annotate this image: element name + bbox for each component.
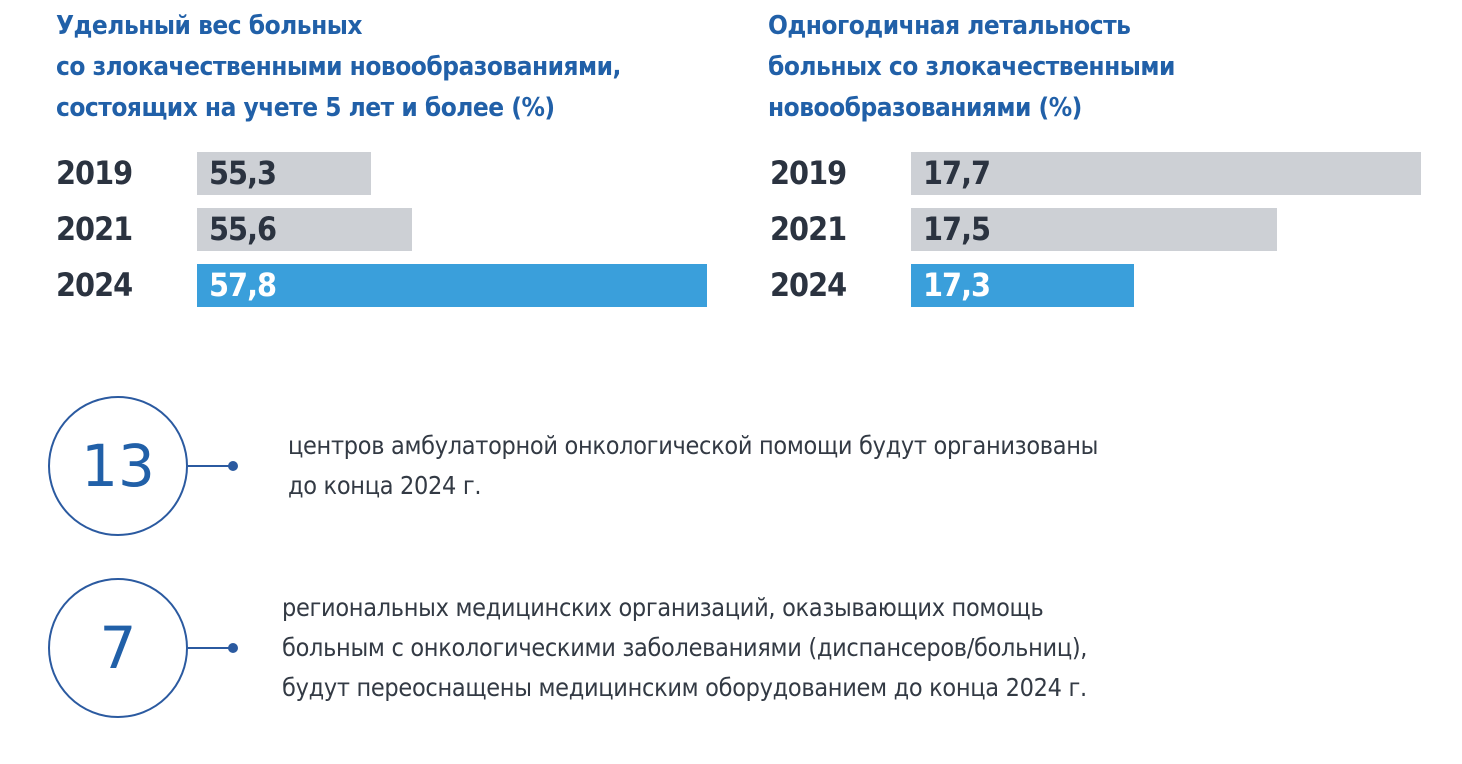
number-circle: 13: [48, 396, 188, 536]
bar: 17,3: [911, 264, 1134, 307]
chart-title: Одногодичная летальность больных со злок…: [768, 11, 1175, 123]
category-label: 2019: [770, 154, 847, 192]
category-label: 2021: [56, 210, 133, 248]
data-label: 17,7: [923, 154, 991, 192]
bar: 55,6: [197, 208, 412, 251]
connector-line: [188, 465, 232, 467]
connector-dot: [228, 461, 238, 471]
data-label: 17,3: [923, 266, 991, 304]
chart-left: Удельный вес больных со злокачественными…: [56, 6, 621, 129]
bar: 17,7: [911, 152, 1421, 195]
connector-dot: [228, 643, 238, 653]
bar: 17,5: [911, 208, 1277, 251]
chart-title: Удельный вес больных со злокачественными…: [56, 11, 621, 123]
data-label: 17,5: [923, 210, 991, 248]
fact-text: центров амбулаторной онкологической помо…: [288, 431, 1099, 500]
data-label: 57,8: [209, 266, 277, 304]
data-label: 55,6: [209, 210, 277, 248]
data-label: 55,3: [209, 154, 277, 192]
fact-text: региональных медицинских организаций, ок…: [282, 593, 1088, 702]
category-label: 2024: [56, 266, 133, 304]
bar: 55,3: [197, 152, 371, 195]
category-label: 2021: [770, 210, 847, 248]
number-circle: 7: [48, 578, 188, 718]
category-label: 2019: [56, 154, 133, 192]
connector-line: [188, 647, 232, 649]
bar: 57,8: [197, 264, 707, 307]
chart-right: Одногодичная летальность больных со злок…: [768, 6, 1175, 129]
category-label: 2024: [770, 266, 847, 304]
